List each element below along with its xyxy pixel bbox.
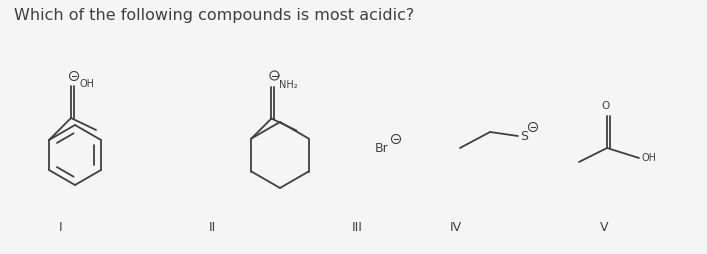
Text: IV: IV [450, 221, 462, 234]
Text: O: O [602, 101, 610, 111]
Text: S: S [520, 130, 528, 142]
Text: III: III [351, 221, 363, 234]
Text: Br: Br [375, 141, 389, 154]
Text: NH₂: NH₂ [279, 80, 298, 89]
Text: V: V [600, 221, 609, 234]
Text: I: I [58, 221, 62, 234]
Text: II: II [209, 221, 216, 234]
Text: Which of the following compounds is most acidic?: Which of the following compounds is most… [14, 8, 414, 23]
Text: OH: OH [641, 153, 656, 163]
Text: OH: OH [79, 79, 94, 89]
